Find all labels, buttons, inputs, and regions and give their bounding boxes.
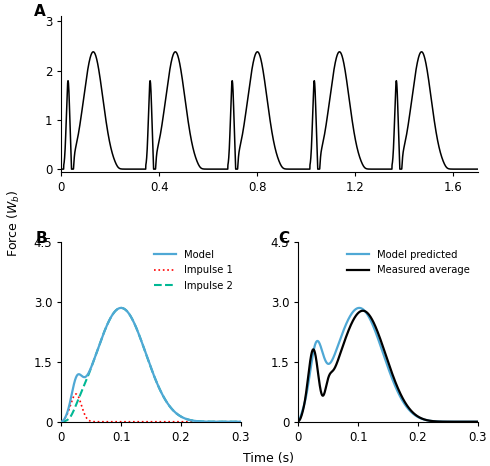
- Impulse 2: [161, 394, 167, 399]
- Text: Time (s): Time (s): [243, 452, 294, 465]
- Impulse 1: [161, 419, 167, 425]
- Impulse 1: [142, 419, 147, 425]
- Impulse 2: [238, 419, 244, 425]
- Model: [72, 377, 78, 383]
- Line: Measured average: Measured average: [298, 311, 478, 422]
- Measured average: [378, 340, 384, 345]
- Model: [118, 305, 124, 311]
- Model: [135, 328, 141, 334]
- Model: [238, 419, 244, 425]
- Measured average: [317, 380, 322, 386]
- Line: Model: Model: [61, 308, 241, 422]
- Impulse 2: [79, 387, 85, 392]
- Model: [142, 347, 147, 352]
- Model: [161, 394, 167, 399]
- Model predicted: [397, 394, 403, 400]
- Line: Impulse 2: Impulse 2: [61, 308, 241, 422]
- Model predicted: [309, 356, 315, 362]
- Impulse 2: [138, 338, 144, 343]
- Legend: Model, Impulse 1, Impulse 2: Model, Impulse 1, Impulse 2: [151, 247, 236, 294]
- Text: C: C: [278, 231, 290, 246]
- Impulse 1: [73, 391, 79, 397]
- Impulse 1: [238, 419, 244, 425]
- Model predicted: [356, 305, 362, 311]
- Model predicted: [317, 340, 322, 346]
- Text: A: A: [34, 4, 46, 19]
- Impulse 2: [135, 328, 141, 334]
- Impulse 2: [118, 305, 124, 311]
- Impulse 1: [80, 406, 86, 411]
- Model: [58, 419, 64, 425]
- Model predicted: [375, 336, 381, 342]
- Model predicted: [295, 418, 301, 424]
- Impulse 1: [58, 418, 64, 424]
- Text: B: B: [36, 231, 48, 246]
- Impulse 2: [142, 347, 147, 352]
- Impulse 2: [58, 419, 64, 425]
- Model: [79, 374, 85, 379]
- Legend: Model predicted, Measured average: Model predicted, Measured average: [344, 247, 473, 279]
- Model predicted: [371, 327, 377, 332]
- Measured average: [375, 331, 381, 336]
- Line: Model predicted: Model predicted: [298, 308, 478, 422]
- Measured average: [295, 418, 301, 424]
- Line: Impulse 1: Impulse 1: [61, 394, 241, 422]
- Measured average: [309, 349, 315, 354]
- Measured average: [397, 391, 403, 397]
- Impulse 2: [72, 404, 78, 410]
- Model: [138, 338, 144, 343]
- Impulse 1: [138, 419, 144, 425]
- Measured average: [371, 322, 377, 327]
- Text: Force ($W_b$): Force ($W_b$): [6, 190, 22, 257]
- Measured average: [475, 419, 481, 425]
- Impulse 1: [72, 391, 78, 397]
- Model predicted: [475, 419, 481, 425]
- Impulse 1: [135, 419, 141, 425]
- Measured average: [360, 308, 366, 314]
- Model predicted: [378, 346, 384, 351]
